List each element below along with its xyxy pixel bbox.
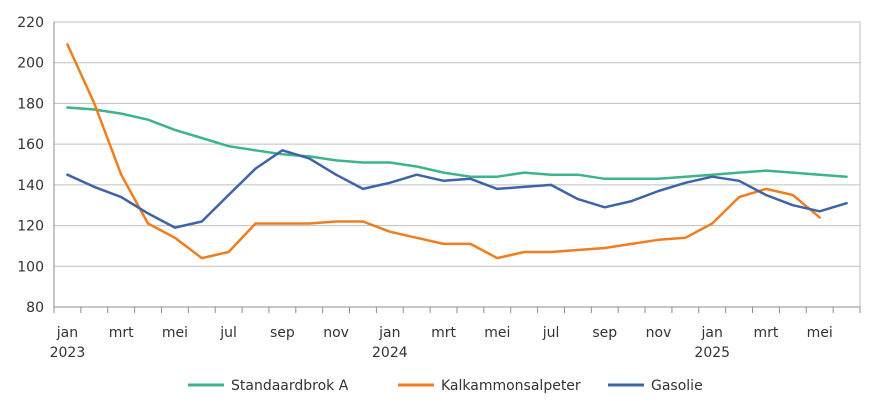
y-tick-label: 180 — [17, 96, 44, 112]
y-tick-label: 220 — [17, 15, 44, 31]
y-tick-label: 140 — [17, 178, 44, 194]
x-tick-year-label: 2023 — [50, 345, 86, 361]
x-tick-year-label: 2024 — [372, 345, 408, 361]
x-tick-label: mei — [484, 325, 510, 341]
legend-label: Kalkammonsalpeter — [441, 378, 581, 394]
x-tick-label: mrt — [109, 325, 134, 341]
x-tick-label: mei — [162, 325, 188, 341]
x-tick-label: jan — [378, 325, 400, 341]
x-tick-label: mei — [807, 325, 833, 341]
x-tick-label: jul — [219, 325, 237, 341]
x-tick-labels: jan 2023 mrt mei jul sep nov jan 2024 mrt mei jul se… — [50, 325, 833, 361]
y-tick-label: 200 — [17, 56, 44, 72]
series-line-kalkammonsalpeter — [66, 43, 821, 260]
x-tick-label: mrt — [431, 325, 456, 341]
grid — [54, 21, 860, 308]
legend: Standaardbrok A Kalkammonsalpeter Gasolie — [188, 378, 703, 394]
x-tick-label: mrt — [754, 325, 779, 341]
series-line-gasolie — [66, 149, 848, 229]
axes — [53, 22, 861, 313]
series-lines — [66, 43, 848, 260]
x-tick-label: jan — [701, 325, 723, 341]
y-tick-label: 100 — [17, 259, 44, 275]
series-line-standaardbrok-a — [66, 106, 848, 181]
x-tick-label: nov — [646, 325, 672, 341]
legend-label: Standaardbrok A — [231, 378, 349, 394]
x-tick-label: sep — [270, 325, 295, 341]
x-tick-label: nov — [323, 325, 349, 341]
x-tick-year-label: 2025 — [694, 345, 730, 361]
y-tick-label: 120 — [17, 219, 44, 235]
x-tick-label: jul — [542, 325, 560, 341]
legend-label: Gasolie — [651, 378, 703, 394]
y-tick-label: 80 — [26, 300, 44, 316]
x-tick-label: jan — [56, 325, 78, 341]
y-tick-labels: 80 100 120 140 160 180 200 220 — [17, 15, 44, 316]
y-tick-label: 160 — [17, 137, 44, 153]
x-tick-label: sep — [592, 325, 617, 341]
